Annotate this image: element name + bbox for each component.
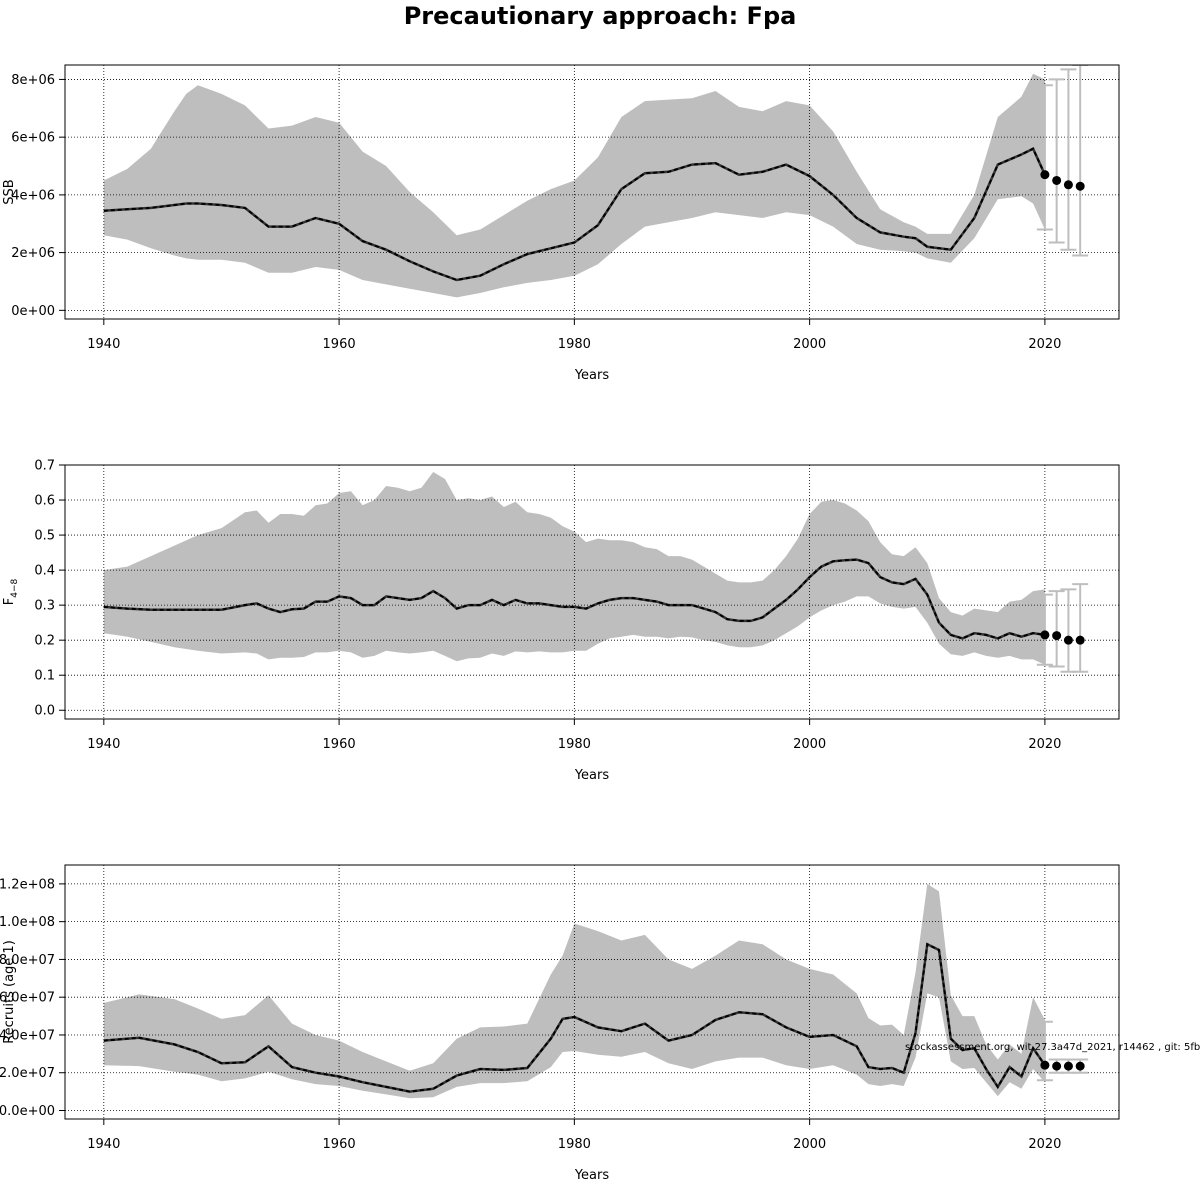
forecast-point (1075, 181, 1085, 191)
confidence-band (103, 472, 1045, 665)
x-tick-label: 1960 (323, 337, 356, 352)
estimate-line-dash (103, 147, 1046, 282)
forecast-point (1052, 631, 1062, 641)
forecast-point (1040, 1060, 1050, 1070)
y-tick-label: 1.0e+08 (0, 915, 55, 930)
y-tick-label: 4e+06 (11, 188, 55, 203)
forecast-point (1075, 635, 1085, 645)
footnote: stockassessment.org, wit.27.3a47d_2021, … (905, 1042, 1200, 1053)
x-axis-label: Years (574, 368, 610, 383)
y-tick-label: 0.0e+00 (0, 1104, 55, 1119)
y-tick-label: 0e+00 (11, 304, 55, 319)
x-tick-label: 1940 (87, 737, 120, 752)
y-axis-label: F4−8 (2, 578, 20, 605)
panel-2: 1940 1960 1980 2000 2020 Years 0.0 0.1 0.2 0.3 0.4… (2, 459, 1120, 783)
x-tick-label: 2000 (793, 737, 826, 752)
y-tick-label: 0.0 (34, 704, 55, 719)
x-tick-label: 1980 (558, 337, 591, 352)
plot-frame (64, 864, 1120, 1120)
y-tick-label: 0.5 (34, 529, 55, 544)
x-tick-label: 2000 (793, 337, 826, 352)
forecast-point (1063, 180, 1073, 190)
panel-1: 1940 1960 1980 2000 2020 Years 0e+00 2e+06 4e+06… (2, 64, 1120, 383)
y-tick-label: 8.0e+07 (0, 953, 55, 968)
y-tick-label: 6e+06 (11, 131, 55, 146)
x-tick-label: 1940 (87, 337, 120, 352)
x-tick-label: 2000 (793, 1137, 826, 1152)
forecast-point (1052, 175, 1062, 185)
y-tick-label: 2.0e+07 (0, 1066, 55, 1081)
y-tick-label: 0.4 (34, 564, 55, 579)
y-axis-label: Recruits (age 1) (2, 940, 17, 1044)
y-tick-label: 0.6 (34, 494, 55, 509)
plot-area (65, 865, 1119, 1119)
forecast-point (1063, 635, 1073, 645)
plot-area (65, 65, 1119, 319)
plot-area (65, 465, 1119, 719)
forecast-point (1063, 1061, 1073, 1071)
x-axis-label: Years (574, 768, 610, 783)
forecast-point (1052, 1061, 1062, 1071)
x-tick-label: 1960 (323, 1137, 356, 1152)
forecast-point (1040, 630, 1050, 640)
y-tick-label: 0.3 (34, 599, 55, 614)
plot-frame (64, 464, 1120, 720)
x-tick-label: 2020 (1028, 1137, 1061, 1152)
y-tick-label: 8e+06 (11, 73, 55, 88)
figure-title: Precautionary approach: Fpa (404, 2, 797, 30)
forecast-point (1075, 1061, 1085, 1071)
y-axis-label-subscript: 4−8 (10, 578, 20, 597)
x-axis-label: Years (574, 1168, 610, 1183)
x-tick-label: 1980 (558, 737, 591, 752)
x-tick-label: 2020 (1028, 737, 1061, 752)
y-tick-label: 0.7 (34, 459, 55, 474)
x-tick-label: 2020 (1028, 337, 1061, 352)
y-axis-label: SSB (2, 179, 17, 204)
forecast-point (1040, 170, 1050, 180)
y-tick-label: 0.1 (34, 669, 55, 684)
estimate-line-dash (103, 558, 1046, 640)
panel-3: 1940 1960 1980 2000 2020 Years 0.0e+00 2.0e+07 4… (0, 864, 1120, 1183)
x-tick-label: 1980 (558, 1137, 591, 1152)
y-tick-label: 2e+06 (11, 246, 55, 261)
y-tick-label: 0.2 (34, 634, 55, 649)
y-tick-label: 4.0e+07 (0, 1028, 55, 1043)
x-tick-label: 1940 (87, 1137, 120, 1152)
y-tick-label: 1.2e+08 (0, 877, 55, 892)
x-tick-label: 1960 (323, 737, 356, 752)
estimate-line-dash (103, 942, 1046, 1093)
y-tick-label: 6.0e+07 (0, 991, 55, 1006)
plot-frame (64, 64, 1120, 320)
